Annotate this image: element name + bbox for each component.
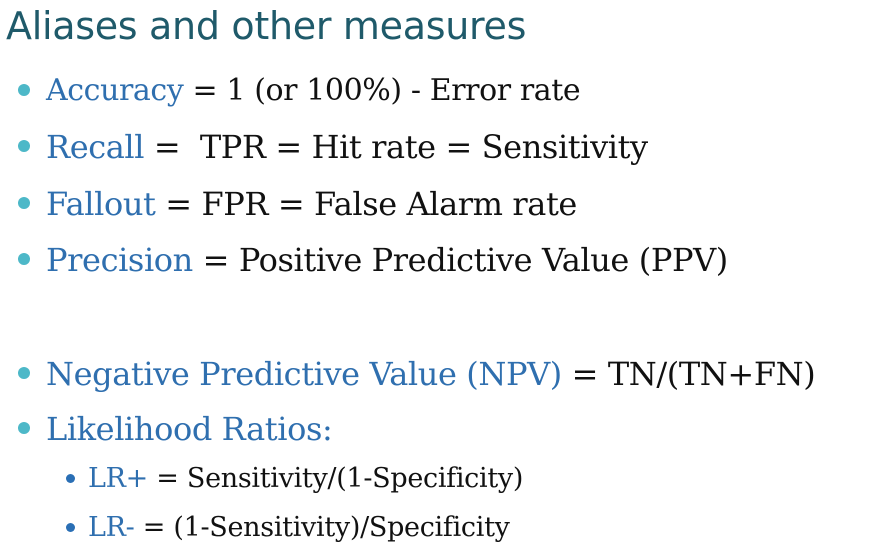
definition-fallout: = FPR = False Alarm rate — [155, 185, 577, 223]
definition-lr-minus: = (1-Sensitivity)/Specificity — [134, 512, 510, 543]
bullet-accuracy: Accuracy = 1 (or 100%) - Error rate — [18, 71, 581, 111]
bullet-dot-icon — [18, 140, 30, 152]
definition-accuracy: = 1 (or 100%) - Error rate — [183, 73, 581, 108]
bullet-fallout: Fallout = FPR = False Alarm rate — [18, 184, 577, 224]
bullet-dot-icon — [18, 422, 30, 434]
bullet-dot-icon — [18, 367, 30, 379]
term-accuracy: Accuracy — [46, 73, 184, 108]
slide-title: Aliases and other measures — [6, 4, 527, 48]
bullet-recall: Recall = TPR = Hit rate = Sensitivity — [18, 127, 648, 167]
bullet-npv: Negative Predictive Value (NPV) = TN/(TN… — [18, 354, 816, 394]
term-likelihood-ratios: Likelihood Ratios: — [46, 410, 333, 448]
term-fallout: Fallout — [46, 185, 156, 223]
sub-bullet-dot-icon — [66, 523, 75, 532]
bullet-precision: Precision = Positive Predictive Value (P… — [18, 240, 729, 280]
definition-precision: = Positive Predictive Value (PPV) — [192, 241, 729, 279]
definition-lr-plus: = Sensitivity/(1-Specificity) — [147, 463, 524, 494]
term-precision: Precision — [46, 241, 193, 279]
term-npv: Negative Predictive Value (NPV) — [46, 355, 562, 393]
term-lr-minus: LR- — [88, 512, 135, 543]
sub-bullet-lr-minus: LR- = (1-Sensitivity)/Specificity — [66, 511, 510, 545]
bullet-dot-icon — [18, 84, 30, 96]
bullet-dot-icon — [18, 253, 30, 265]
term-recall: Recall — [46, 128, 145, 166]
sub-bullet-dot-icon — [66, 474, 75, 483]
sub-bullet-lr-plus: LR+ = Sensitivity/(1-Specificity) — [66, 462, 524, 496]
definition-npv: = TN/(TN+FN) — [561, 355, 816, 393]
definition-recall: = TPR = Hit rate = Sensitivity — [144, 128, 648, 166]
bullet-likelihood-ratios: Likelihood Ratios: — [18, 409, 333, 449]
term-lr-plus: LR+ — [88, 463, 148, 494]
bullet-dot-icon — [18, 197, 30, 209]
